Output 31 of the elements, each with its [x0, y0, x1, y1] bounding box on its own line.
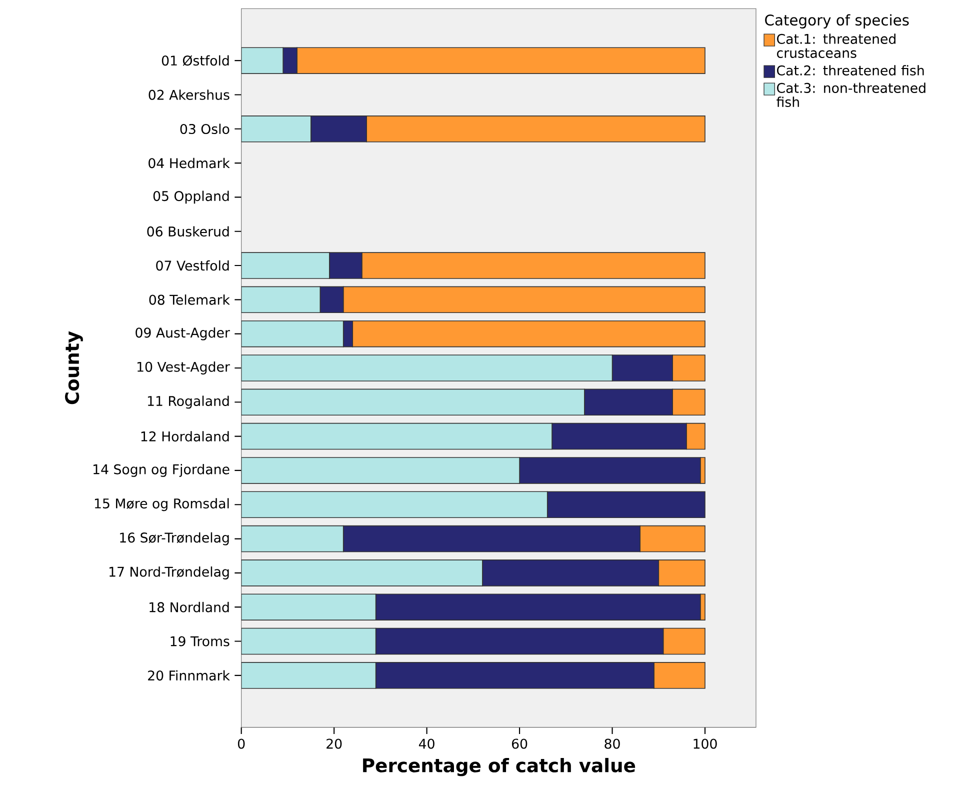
- y-tick-label: 06 Buskerud: [147, 226, 229, 237]
- legend-label: Cat.3: non-threatened fish: [776, 82, 926, 108]
- x-tick-label: 40: [418, 738, 434, 749]
- y-tick-label: 15 Møre og Romsdal: [94, 498, 229, 512]
- x-axis-title: Percentage of catch value: [363, 758, 636, 776]
- y-tick-label: 17 Nord-Trøndelag: [110, 566, 229, 580]
- y-tick-label: 11 Rogaland: [148, 396, 229, 409]
- y-axis-title: County: [65, 331, 83, 404]
- legend-title: Category of species: [765, 14, 909, 28]
- y-tick-label: 07 Vestfold: [156, 260, 229, 271]
- y-tick-label: 02 Akershus: [148, 90, 230, 100]
- y-tick-label: 10 Vest-Agder: [138, 362, 230, 374]
- x-tick-label: 0: [238, 738, 245, 749]
- y-tick-label: 04 Hedmark: [148, 158, 230, 168]
- y-tick-label: 19 Troms: [170, 636, 230, 646]
- x-tick-label: 20: [326, 738, 342, 749]
- legend-label: Cat.2: threatened fish: [777, 65, 924, 76]
- y-tick-label: 16 Sør-Trøndelag: [120, 532, 229, 546]
- y-tick-label: 20 Finnmark: [148, 670, 230, 681]
- y-tick-label: 03 Oslo: [180, 124, 230, 134]
- y-tick-label: 08 Telemark: [149, 294, 230, 305]
- x-tick-label: 80: [604, 738, 620, 749]
- y-tick-label: 14 Sogn og Fjordane: [94, 464, 230, 477]
- x-tick-label: 100: [694, 738, 717, 749]
- legend-label: Cat.1: threatened crustaceans: [777, 34, 896, 58]
- y-tick-label: 18 Nordland: [150, 602, 229, 612]
- y-tick-label: 12 Hordaland: [141, 431, 229, 442]
- y-tick-label: 09 Aust-Agder: [136, 327, 230, 340]
- y-tick-label: 01 Østfold: [162, 55, 229, 66]
- y-tick-label: 05 Oppland: [153, 190, 229, 204]
- x-tick-label: 60: [512, 738, 528, 749]
